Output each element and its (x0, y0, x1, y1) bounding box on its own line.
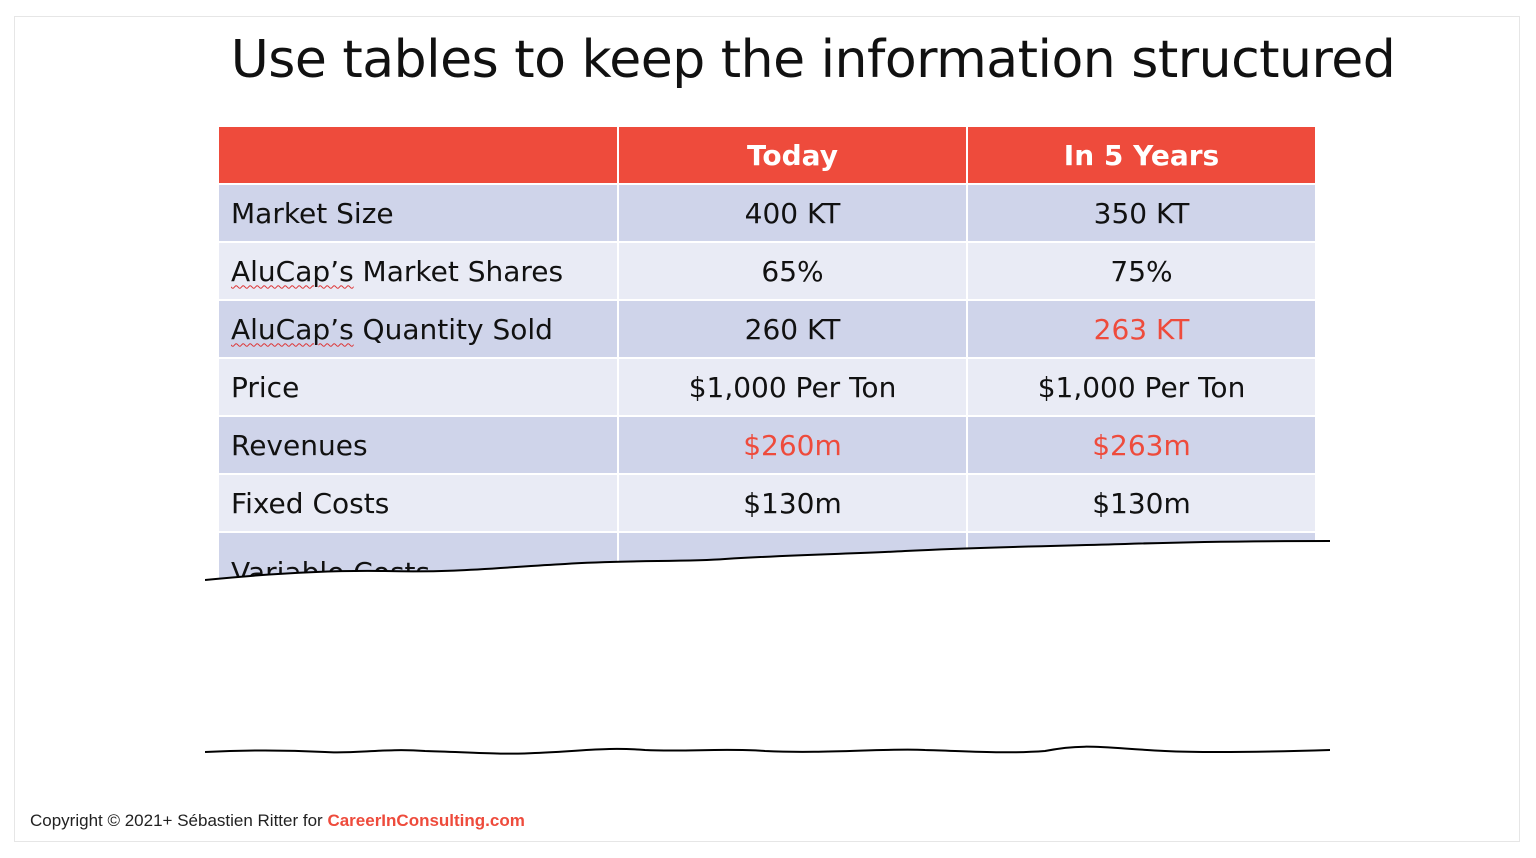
row-label: AluCap’s Market Shares (219, 242, 619, 301)
brand-word: AluCap’s (231, 312, 354, 346)
cell-today: 260 KT (618, 300, 968, 359)
cell-in-5-years: $263m (967, 416, 1317, 475)
cell-today: $260m (618, 416, 968, 475)
comparison-table: Today In 5 Years Market Size 400 KT 350 … (219, 127, 1317, 591)
cell-today: 65% (618, 242, 968, 301)
copyright-text: Copyright © 2021+ Sébastien Ritter for (30, 811, 328, 830)
cell-in-5-years: 263 KT (967, 300, 1317, 359)
row-label-rest: Quantity Sold (353, 312, 553, 346)
row-label: Revenues (219, 416, 619, 475)
slide-title: Use tables to keep the information struc… (230, 30, 1396, 90)
table-row: Market Size 400 KT 350 KT (219, 184, 1317, 243)
row-label: Market Size (219, 184, 619, 243)
header-in-5-years: In 5 Years (967, 127, 1317, 185)
cell-in-5-years: 350 KT (967, 184, 1317, 243)
tear-edge-top (205, 540, 1330, 581)
row-label: AluCap’s Quantity Sold (219, 300, 619, 359)
row-label: Fixed Costs (219, 474, 619, 533)
row-label: Price (219, 358, 619, 417)
table-header-row: Today In 5 Years (219, 127, 1317, 185)
cell-today: $130m (618, 474, 968, 533)
row-label-rest: Market Shares (353, 254, 564, 288)
tear-edge-bottom (205, 745, 1330, 755)
cell-in-5-years: $1,000 Per Ton (967, 358, 1317, 417)
cell-in-5-years: 75% (967, 242, 1317, 301)
table-row: Fixed Costs $130m $130m (219, 474, 1317, 533)
tear-fill (205, 541, 1330, 754)
table-row: AluCap’s Quantity Sold 260 KT 263 KT (219, 300, 1317, 359)
brand-link[interactable]: CareerInConsulting.com (327, 811, 525, 830)
copyright-footer: Copyright © 2021+ Sébastien Ritter for C… (30, 811, 525, 831)
table-row: Price $1,000 Per Ton $1,000 Per Ton (219, 358, 1317, 417)
cell-today: $1,000 Per Ton (618, 358, 968, 417)
cell-in-5-years: $130m (967, 474, 1317, 533)
table-row: AluCap’s Market Shares 65% 75% (219, 242, 1317, 301)
table-row: Revenues $260m $263m (219, 416, 1317, 475)
header-today: Today (618, 127, 968, 185)
cell-today: 400 KT (618, 184, 968, 243)
header-empty (219, 127, 619, 185)
slide-frame (14, 16, 1520, 842)
brand-word: AluCap’s (231, 254, 354, 288)
torn-paper-overlay (205, 540, 1330, 755)
